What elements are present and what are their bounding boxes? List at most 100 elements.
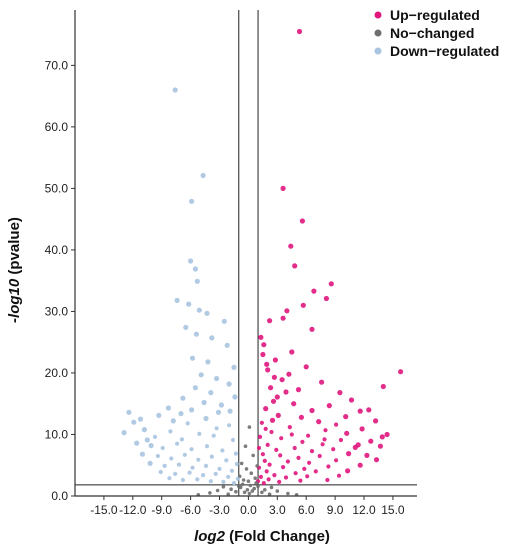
point-up-37	[373, 418, 379, 424]
point-down-21	[192, 385, 198, 391]
point-no-15	[252, 486, 256, 491]
point-down-14	[224, 342, 230, 348]
point-up-69	[278, 453, 283, 458]
point-down-56	[182, 452, 187, 457]
point-no-25	[275, 489, 280, 493]
point-up-21	[271, 374, 277, 380]
point-up-97	[355, 442, 361, 448]
point-down-41	[179, 437, 184, 442]
point-down-70	[187, 470, 192, 475]
point-no-6	[249, 471, 254, 476]
point-down-62	[162, 463, 167, 468]
point-up-9	[284, 308, 290, 314]
point-up-74	[285, 459, 290, 464]
point-up-60	[331, 447, 336, 452]
point-up-78	[326, 464, 331, 469]
point-down-84	[214, 426, 219, 431]
point-no-0	[247, 425, 252, 429]
x-tick-label-6: 3.0	[269, 503, 286, 517]
point-no-24	[215, 488, 220, 493]
x-tick-label-7: 6.0	[298, 503, 315, 517]
point-up-51	[368, 438, 374, 444]
point-down-80	[231, 481, 237, 486]
point-up-79	[302, 466, 307, 471]
point-down-28	[189, 407, 195, 413]
point-up-73	[307, 460, 312, 465]
point-no-1	[243, 444, 248, 449]
point-down-65	[203, 463, 209, 468]
point-up-36	[343, 414, 349, 420]
point-up-49	[269, 429, 274, 435]
point-up-45	[384, 431, 390, 438]
point-up-65	[364, 452, 370, 458]
point-down-47	[160, 445, 165, 451]
legend-marker-no	[374, 29, 382, 37]
point-down-8	[196, 307, 202, 313]
point-up-87	[336, 473, 342, 478]
point-down-23	[232, 394, 238, 400]
point-down-18	[198, 372, 204, 378]
point-down-0	[172, 87, 178, 93]
point-down-73	[226, 474, 231, 479]
point-down-34	[185, 421, 190, 426]
point-up-26	[283, 389, 289, 395]
y-tick-label-4: 40.0	[45, 243, 69, 257]
legend-marker-down	[374, 47, 382, 55]
point-up-88	[305, 474, 310, 479]
point-no-26	[234, 489, 238, 494]
point-up-2	[299, 218, 305, 224]
point-down-52	[233, 451, 238, 456]
point-down-45	[134, 440, 140, 446]
data-points	[121, 28, 404, 497]
point-down-29	[215, 409, 222, 415]
point-up-30	[357, 408, 363, 414]
x-tick-label-8: 9.0	[327, 503, 344, 517]
legend-item-no: No−changed	[374, 25, 474, 41]
x-tick-label-5: 0.0	[240, 503, 257, 517]
y-tick-label-5: 50.0	[45, 181, 69, 195]
y-tick-label-2: 20.0	[45, 366, 69, 380]
point-up-84	[293, 471, 298, 476]
point-up-101	[263, 426, 268, 431]
point-up-27	[295, 387, 302, 393]
point-down-60	[234, 461, 239, 467]
point-up-22	[279, 377, 285, 383]
point-up-96	[379, 434, 385, 440]
point-no-31	[267, 492, 272, 497]
point-up-85	[272, 473, 277, 478]
point-down-83	[178, 411, 184, 417]
point-up-34	[270, 398, 277, 404]
point-up-31	[326, 403, 332, 409]
point-up-86	[258, 474, 263, 479]
threshold-lines	[75, 10, 417, 496]
point-no-20	[221, 485, 226, 489]
point-no-21	[269, 485, 274, 490]
point-down-68	[158, 469, 163, 475]
point-up-13	[258, 334, 264, 340]
point-down-1	[200, 172, 206, 179]
point-down-9	[204, 310, 210, 316]
point-up-99	[289, 432, 294, 437]
x-tick-label-2: -9.0	[151, 503, 172, 517]
point-up-103	[286, 371, 292, 377]
point-down-10	[221, 318, 227, 324]
point-up-14	[261, 342, 267, 348]
point-up-94	[277, 479, 282, 484]
point-down-17	[231, 364, 237, 370]
point-up-80	[281, 465, 286, 470]
point-up-57	[256, 445, 262, 451]
point-no-2	[251, 453, 255, 458]
point-up-55	[279, 436, 284, 441]
point-up-66	[346, 451, 352, 457]
point-no-12	[240, 482, 245, 487]
y-axis-ticks: 0.0 10.0 20.0 30.0 40.0 50.0 60.0 70.0	[45, 58, 75, 503]
point-up-64	[260, 452, 265, 457]
point-down-2	[189, 198, 195, 204]
point-up-3	[288, 243, 294, 249]
point-up-58	[377, 443, 383, 449]
point-down-6	[174, 297, 180, 303]
x-tick-label-0: -15.0	[90, 503, 118, 517]
point-up-43	[359, 426, 365, 432]
point-up-18	[303, 364, 309, 370]
point-no-19	[247, 491, 252, 496]
